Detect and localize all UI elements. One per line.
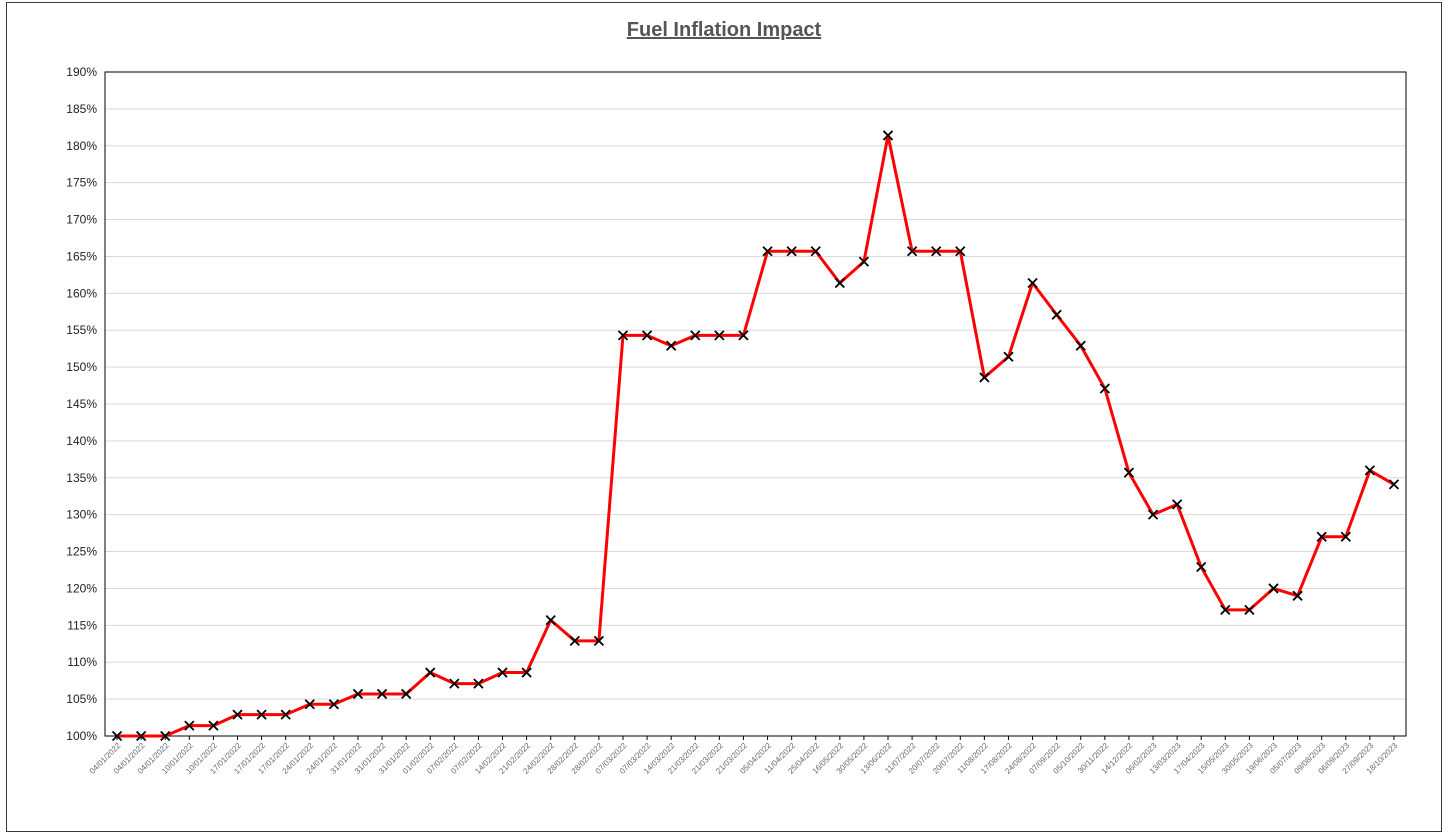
data-point [401,688,412,700]
y-tick-label: 190% [66,65,97,79]
data-point [449,678,460,689]
series-markers [111,130,1400,742]
y-tick-label: 180% [66,139,97,153]
data-point [569,635,580,646]
data-point [1196,561,1207,573]
data-point [1123,467,1135,478]
chart-frame: Fuel Inflation Impact [6,2,1442,832]
data-point [858,256,870,267]
data-point [232,709,243,720]
data-point [1364,465,1375,476]
data-point [1244,604,1255,615]
data-point [979,372,990,383]
data-point [882,130,894,141]
data-point [111,730,123,742]
data-point [352,688,364,700]
data-point [786,246,797,257]
data-point [136,730,147,742]
data-point [376,688,388,700]
data-point [690,330,701,341]
data-point [1388,479,1400,490]
y-tick-label: 140% [66,434,97,448]
y-tick-label: 145% [66,397,97,411]
data-point [1268,583,1279,594]
data-point [160,730,171,742]
data-point [425,667,436,678]
y-tick-label: 150% [66,360,97,374]
y-tick-label: 160% [66,286,97,300]
data-point [1147,509,1159,520]
y-tick-label: 105% [66,692,97,706]
data-point [256,709,267,720]
data-point [641,330,653,341]
data-point [1003,351,1014,362]
data-point [810,246,821,257]
y-tick-label: 115% [67,618,97,632]
data-point [906,246,918,257]
data-point [1099,383,1110,394]
y-tick-label: 130% [66,508,97,522]
data-point [593,635,605,646]
data-point [1027,277,1038,289]
data-point [834,277,845,289]
data-point [208,720,219,731]
y-tick-label: 165% [66,249,97,263]
data-point [1316,531,1327,542]
data-point [1171,499,1183,510]
y-tick-label: 125% [66,545,97,559]
data-point [497,667,508,678]
x-axis-ticks: 04/01/202204/01/202204/01/202210/01/2022… [88,736,1400,776]
data-point [521,667,532,678]
data-point [304,699,315,710]
y-tick-label: 135% [66,471,97,485]
data-point [1075,340,1086,351]
y-tick-label: 170% [66,213,97,227]
data-point [955,246,966,257]
y-tick-label: 175% [66,176,97,190]
series-line [117,133,1395,738]
data-point [1292,590,1303,601]
data-point [545,615,556,626]
y-tick-label: 155% [66,323,97,337]
data-point [666,340,677,351]
data-point [762,246,773,257]
data-point [328,699,340,710]
y-tick-label: 110% [67,655,97,669]
data-point [931,246,942,257]
data-point [738,330,749,341]
data-point [617,330,629,341]
data-point [1051,309,1062,320]
data-point [473,678,484,689]
data-point [714,330,725,341]
gridlines [105,71,1406,700]
data-point [1340,531,1351,542]
y-tick-label: 100% [66,729,97,743]
y-tick-label: 120% [66,581,97,595]
data-point [280,709,291,720]
data-point [184,720,195,731]
chart-title: Fuel Inflation Impact [626,19,822,41]
plot-area [104,71,1407,737]
y-tick-label: 185% [66,102,97,116]
data-point [1220,604,1231,615]
y-axis-ticks: 100% 105% 110% 115% 120% 125% 130% 135% 140% 145%… [66,65,97,743]
